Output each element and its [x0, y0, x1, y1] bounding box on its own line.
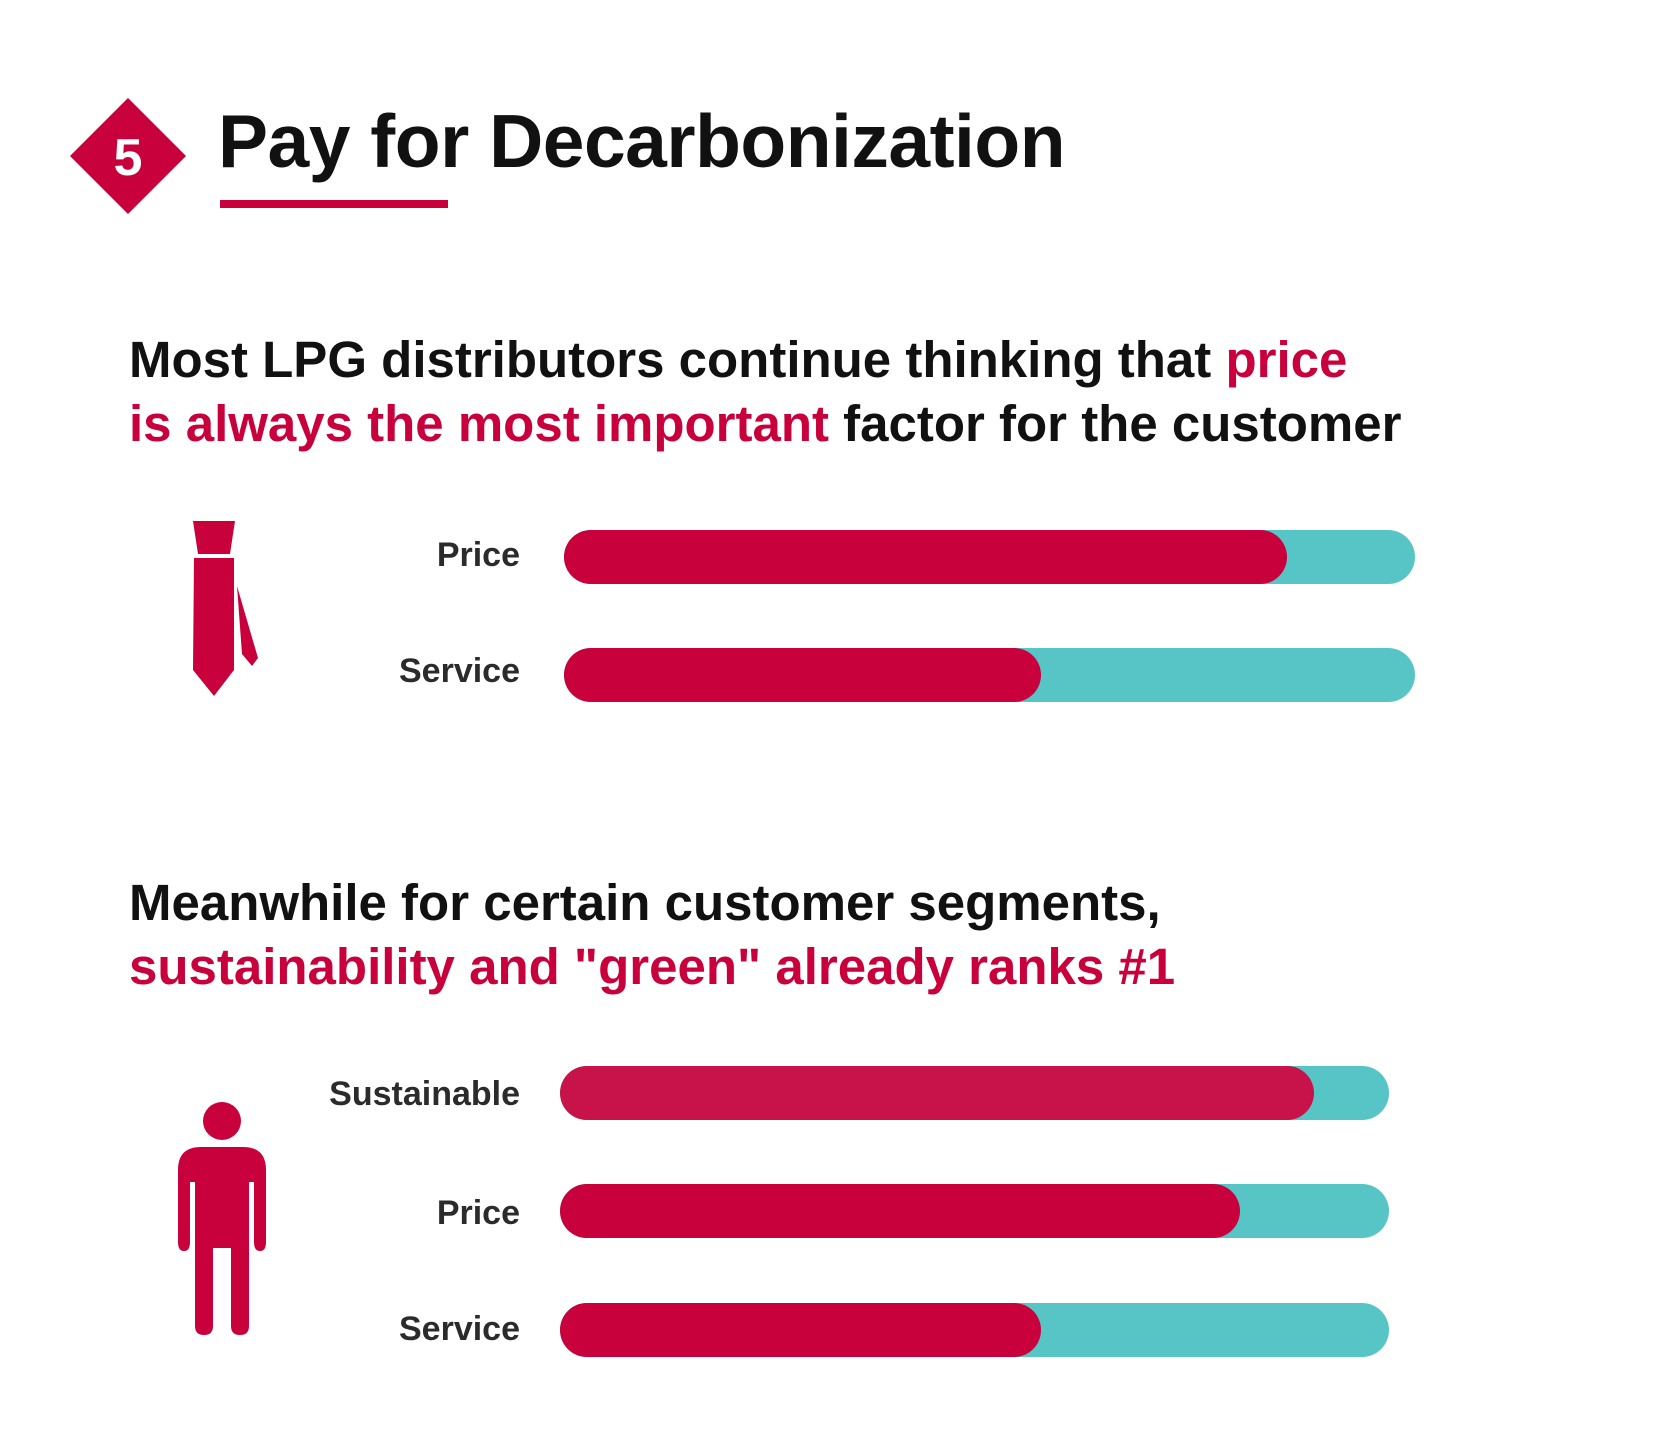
chart-2-bar-service-fill [560, 1303, 1041, 1357]
chart-1-bar-service-fill [564, 648, 1041, 702]
person-icon [176, 1100, 268, 1336]
chart-2-bar-service [560, 1303, 1389, 1357]
page-title: Pay for Decarbonization [218, 99, 1066, 183]
chart-1-bar-service [564, 648, 1415, 702]
chart-2-bar-price [560, 1184, 1389, 1238]
section-2-headline: Meanwhile for certain customer segments,… [129, 871, 1175, 999]
chart-2-bar-price-fill [560, 1184, 1240, 1238]
chart-1-bar-price-fill [564, 530, 1288, 584]
diamond-badge-shape [70, 98, 186, 214]
chart-2-bar-sustainable-fill [560, 1066, 1315, 1120]
chart-2-bar-sustainable [560, 1066, 1389, 1120]
chart-2-label-price: Price [436, 1194, 520, 1232]
section-1-headline-line1-highlight: price [1225, 331, 1348, 388]
badge-number: 5 [113, 129, 143, 187]
section-1-headline-line1-plain: Most LPG distributors continue thinking … [129, 331, 1226, 388]
section-1-headline-line1: Most LPG distributors continue thinking … [129, 331, 1347, 388]
section-1-headline: Most LPG distributors continue thinking … [129, 328, 1401, 456]
chart-1-bar-price [564, 530, 1415, 584]
chart-2-label-sustainable: Sustainable [329, 1075, 520, 1113]
section-1-headline-line2-plain: factor for the customer [829, 395, 1402, 452]
section-number-badge: 5 [70, 98, 186, 214]
section-2-headline-line2-highlight: sustainability and "green" already ranks… [129, 938, 1176, 995]
chart-2-label-service: Service [399, 1310, 520, 1348]
necktie-icon [190, 520, 262, 698]
title-underline [220, 200, 448, 208]
chart-1-label-service: Service [399, 652, 520, 690]
chart-1-label-price: Price [436, 536, 520, 574]
section-2-headline-line1: Meanwhile for certain customer segments, [129, 874, 1161, 931]
section-1-headline-line2: is always the most important factor for … [129, 395, 1401, 452]
section-1-headline-line2-highlight: is always the most important [129, 395, 830, 452]
